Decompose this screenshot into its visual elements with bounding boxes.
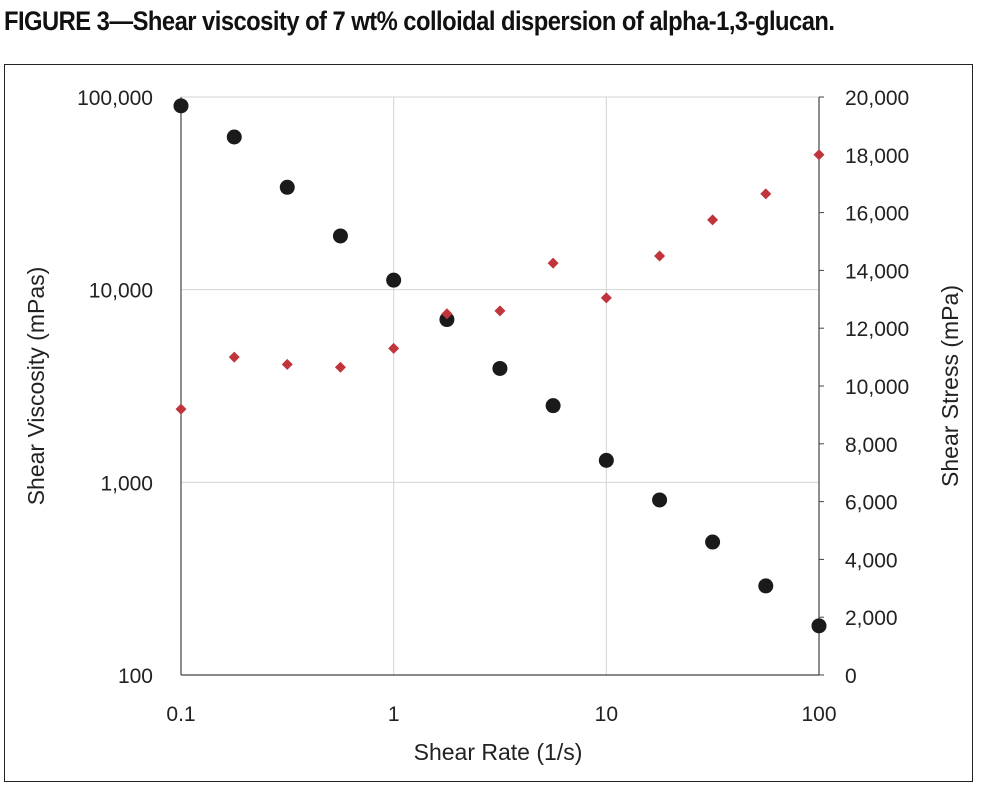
y2-tick-label: 18,000 <box>845 145 909 168</box>
viscosity-point <box>598 452 614 468</box>
stress-point <box>334 361 346 373</box>
viscosity-point <box>652 492 668 508</box>
data-points <box>173 98 827 634</box>
x-tick-label: 10 <box>595 703 618 726</box>
stress-point <box>441 308 453 320</box>
stress-point <box>175 403 187 415</box>
stress-point <box>388 342 400 354</box>
stress-point <box>228 351 240 363</box>
x-axis-title: Shear Rate (1/s) <box>414 739 583 765</box>
axes <box>180 96 824 676</box>
viscosity-point <box>758 578 774 594</box>
stress-point <box>600 292 612 304</box>
viscosity-point <box>705 534 721 550</box>
y2-tick-label: 8,000 <box>845 434 898 457</box>
y-tick-label: 1,000 <box>100 472 153 495</box>
viscosity-point <box>332 228 348 244</box>
stress-point <box>281 358 293 370</box>
y2-tick-label: 0 <box>845 665 857 688</box>
stress-point <box>654 250 666 262</box>
viscosity-point <box>492 360 508 376</box>
viscosity-point <box>439 312 455 328</box>
viscosity-point <box>811 618 827 634</box>
figure-title: FIGURE 3—Shear viscosity of 7 wt% colloi… <box>4 6 835 36</box>
y2-tick-label: 4,000 <box>845 549 898 572</box>
stress-point <box>494 305 506 317</box>
y2-tick-label: 10,000 <box>845 376 909 399</box>
y2-tick-label: 12,000 <box>845 318 909 341</box>
x-tick-label: 0.1 <box>166 703 195 726</box>
stress-point <box>813 149 825 161</box>
x-tick-label: 1 <box>388 703 400 726</box>
y2-tick-label: 16,000 <box>845 203 909 226</box>
y2-tick-label: 6,000 <box>845 492 898 515</box>
stress-point <box>707 214 719 226</box>
chart-frame <box>4 64 973 782</box>
stress-point <box>760 188 772 200</box>
y2-axis-title: Shear Stress (mPa) <box>937 285 963 487</box>
viscosity-point <box>279 179 295 195</box>
y-tick-label: 10,000 <box>89 280 153 303</box>
tick-labels: 0.1 1 10 100 100 1,000 10,000 100,000 0 2,000 4,00… <box>77 87 909 726</box>
y-axis-title: Shear Viscosity (mPas) <box>23 267 49 506</box>
y2-tick-label: 20,000 <box>845 87 909 110</box>
grid-lines <box>180 96 820 676</box>
viscosity-point <box>545 398 561 414</box>
y-tick-label: 100 <box>118 665 153 688</box>
stress-point <box>547 257 559 269</box>
y2-tick-label: 2,000 <box>845 607 898 630</box>
y-tick-label: 100,000 <box>77 87 153 110</box>
y2-tick-label: 14,000 <box>845 260 909 283</box>
viscosity-point <box>173 98 189 114</box>
viscosity-point <box>386 272 402 288</box>
viscosity-point <box>226 129 242 145</box>
x-tick-label: 100 <box>801 703 836 726</box>
